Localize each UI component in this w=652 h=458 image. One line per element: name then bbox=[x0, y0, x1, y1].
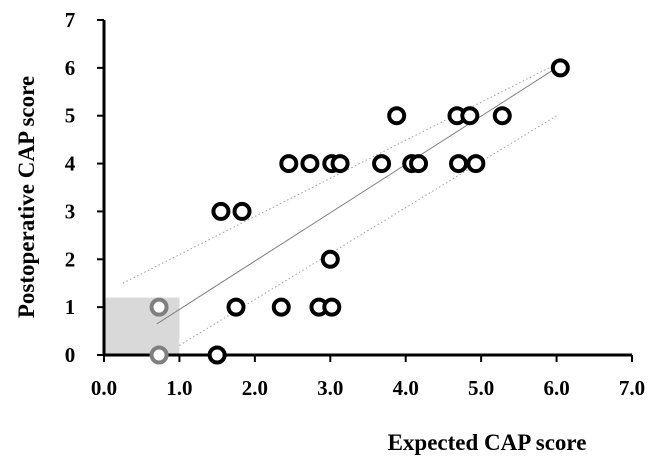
data-point bbox=[409, 154, 429, 174]
axes bbox=[97, 19, 633, 362]
x-tick-label: 7.0 bbox=[619, 376, 645, 400]
y-tick-label: 1 bbox=[65, 295, 76, 319]
x-tick-label: 3.0 bbox=[317, 376, 343, 400]
tick-labels: 0.0 1.0 2.0 3.0 4.0 5.0 6.0 7.0 0 1 2 3 4 5 6 7 bbox=[65, 8, 645, 400]
data-point bbox=[279, 154, 299, 174]
y-tick-label: 4 bbox=[65, 152, 76, 176]
data-point bbox=[271, 297, 291, 317]
y-tick-label: 7 bbox=[65, 8, 76, 32]
data-point bbox=[492, 106, 512, 126]
x-tick-label: 2.0 bbox=[242, 376, 268, 400]
y-tick-label: 3 bbox=[65, 199, 76, 223]
data-point bbox=[550, 58, 570, 78]
data-point bbox=[449, 154, 469, 174]
x-tick-label: 1.0 bbox=[166, 376, 192, 400]
data-point bbox=[387, 106, 407, 126]
data-point bbox=[149, 297, 169, 317]
y-tick-label: 5 bbox=[65, 104, 76, 128]
data-point bbox=[320, 249, 340, 269]
confidence-line bbox=[179, 115, 557, 346]
x-tick-label: 0.0 bbox=[91, 376, 117, 400]
data-point bbox=[460, 106, 480, 126]
data-point bbox=[372, 154, 392, 174]
trend-lines-layer bbox=[122, 67, 557, 346]
x-tick-label: 5.0 bbox=[468, 376, 494, 400]
data-points bbox=[149, 58, 570, 365]
regression-line bbox=[156, 67, 557, 325]
data-point bbox=[322, 297, 342, 317]
data-point bbox=[211, 201, 231, 221]
data-point bbox=[207, 345, 227, 365]
x-axis-title: Expected CAP score bbox=[388, 430, 587, 455]
data-point bbox=[232, 201, 252, 221]
data-point bbox=[466, 154, 486, 174]
data-point bbox=[226, 297, 246, 317]
data-point bbox=[149, 345, 169, 365]
data-point bbox=[300, 154, 320, 174]
y-tick-label: 6 bbox=[65, 56, 76, 80]
y-axis-title: Postoperative CAP score bbox=[14, 76, 39, 318]
data-point bbox=[330, 154, 350, 174]
confidence-line bbox=[122, 67, 550, 284]
y-tick-label: 2 bbox=[65, 247, 76, 271]
x-tick-label: 6.0 bbox=[543, 376, 569, 400]
y-tick-label: 0 bbox=[65, 343, 76, 367]
x-tick-label: 4.0 bbox=[393, 376, 419, 400]
